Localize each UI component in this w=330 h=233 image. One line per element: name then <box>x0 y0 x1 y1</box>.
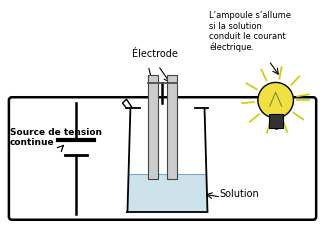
Polygon shape <box>127 174 208 212</box>
Text: Source de tension
continue: Source de tension continue <box>10 128 102 147</box>
Text: Solution: Solution <box>219 189 259 199</box>
Bar <box>148 75 158 179</box>
Circle shape <box>258 82 293 118</box>
Bar <box>167 75 177 179</box>
Text: Électrode: Électrode <box>132 49 178 59</box>
Bar <box>269 114 282 128</box>
Text: L’ampoule s’allume
si la solution
conduit le courant
électrique.: L’ampoule s’allume si la solution condui… <box>210 11 291 52</box>
